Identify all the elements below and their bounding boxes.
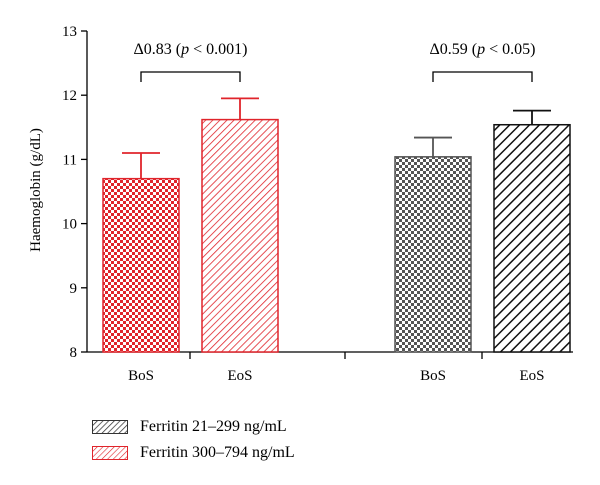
x-axis: BoS EoS BoS EoS: [87, 351, 573, 384]
annotations-group: Δ0.83 (p < 0.001) Δ0.59 (p < 0.05): [134, 41, 536, 82]
significance-bracket: [140, 71, 241, 82]
y-tick-label: 9: [70, 281, 78, 297]
x-tick-label: EoS: [519, 368, 544, 384]
bar: [493, 123, 571, 353]
legend: Ferritin 21–299 ng/mL Ferritin 300–794 n…: [92, 414, 295, 466]
significance-label: Δ0.59 (p < 0.05): [430, 41, 536, 58]
y-tick-label: 8: [70, 345, 78, 361]
y-tick-label: 10: [62, 217, 77, 233]
bar: [201, 118, 279, 353]
bars-group: [102, 97, 571, 353]
x-tick-label: EoS: [227, 368, 252, 384]
legend-label-ferritin-low: Ferritin 21–299 ng/mL: [140, 418, 287, 435]
bar: [394, 156, 472, 353]
y-tick-label: 11: [63, 152, 77, 168]
legend-item-ferritin-high: Ferritin 300–794 ng/mL: [92, 440, 295, 466]
legend-item-ferritin-low: Ferritin 21–299 ng/mL: [92, 414, 295, 440]
x-tick-label: BoS: [128, 368, 154, 384]
y-tick-label: 13: [62, 24, 77, 40]
significance-bracket: [432, 71, 533, 82]
legend-swatch-red: [92, 446, 128, 460]
legend-label-ferritin-high: Ferritin 300–794 ng/mL: [140, 444, 295, 461]
legend-swatch-grey: [92, 420, 128, 434]
x-tick-label: BoS: [420, 368, 446, 384]
significance-label: Δ0.83 (p < 0.001): [134, 41, 248, 58]
y-axis-title: Haemoglobin (g/dL): [28, 128, 44, 252]
y-tick-label: 12: [62, 88, 77, 104]
bar: [102, 177, 180, 353]
bar-chart: 8 9 10 11 12 13 BoS EoS BoS EoS Δ0.83 (p < 0.001…: [28, 24, 573, 384]
y-axis: 8 9 10 11 12 13: [62, 24, 88, 361]
